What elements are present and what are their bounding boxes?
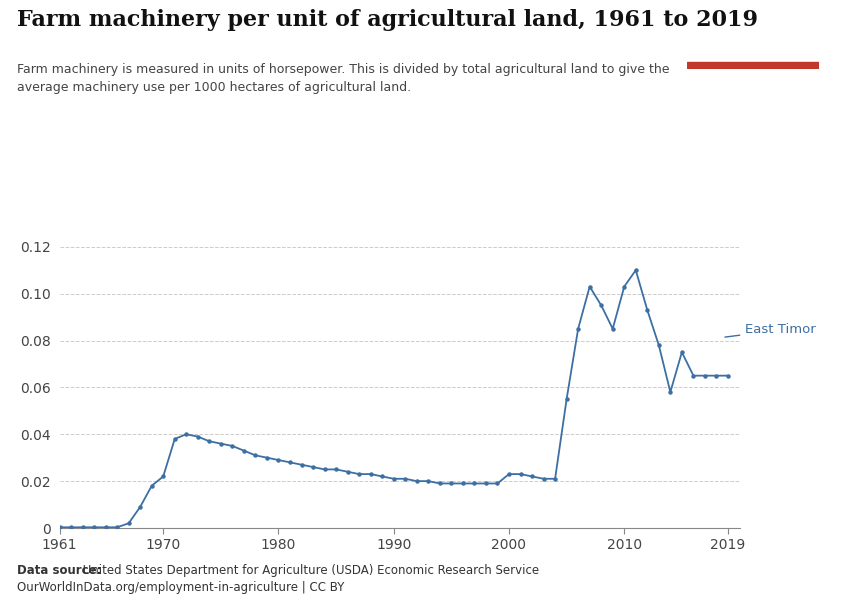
Text: in Data: in Data [728,38,777,51]
Text: Farm machinery per unit of agricultural land, 1961 to 2019: Farm machinery per unit of agricultural … [17,9,758,31]
Text: Our World: Our World [719,20,786,33]
Text: Data source:: Data source: [17,564,101,577]
Text: Farm machinery is measured in units of horsepower. This is divided by total agri: Farm machinery is measured in units of h… [17,63,670,94]
Text: East Timor: East Timor [725,323,816,337]
Text: OurWorldInData.org/employment-in-agriculture | CC BY: OurWorldInData.org/employment-in-agricul… [17,581,344,594]
Text: United States Department for Agriculture (USDA) Economic Research Service: United States Department for Agriculture… [79,564,539,577]
Bar [687,62,819,69]
